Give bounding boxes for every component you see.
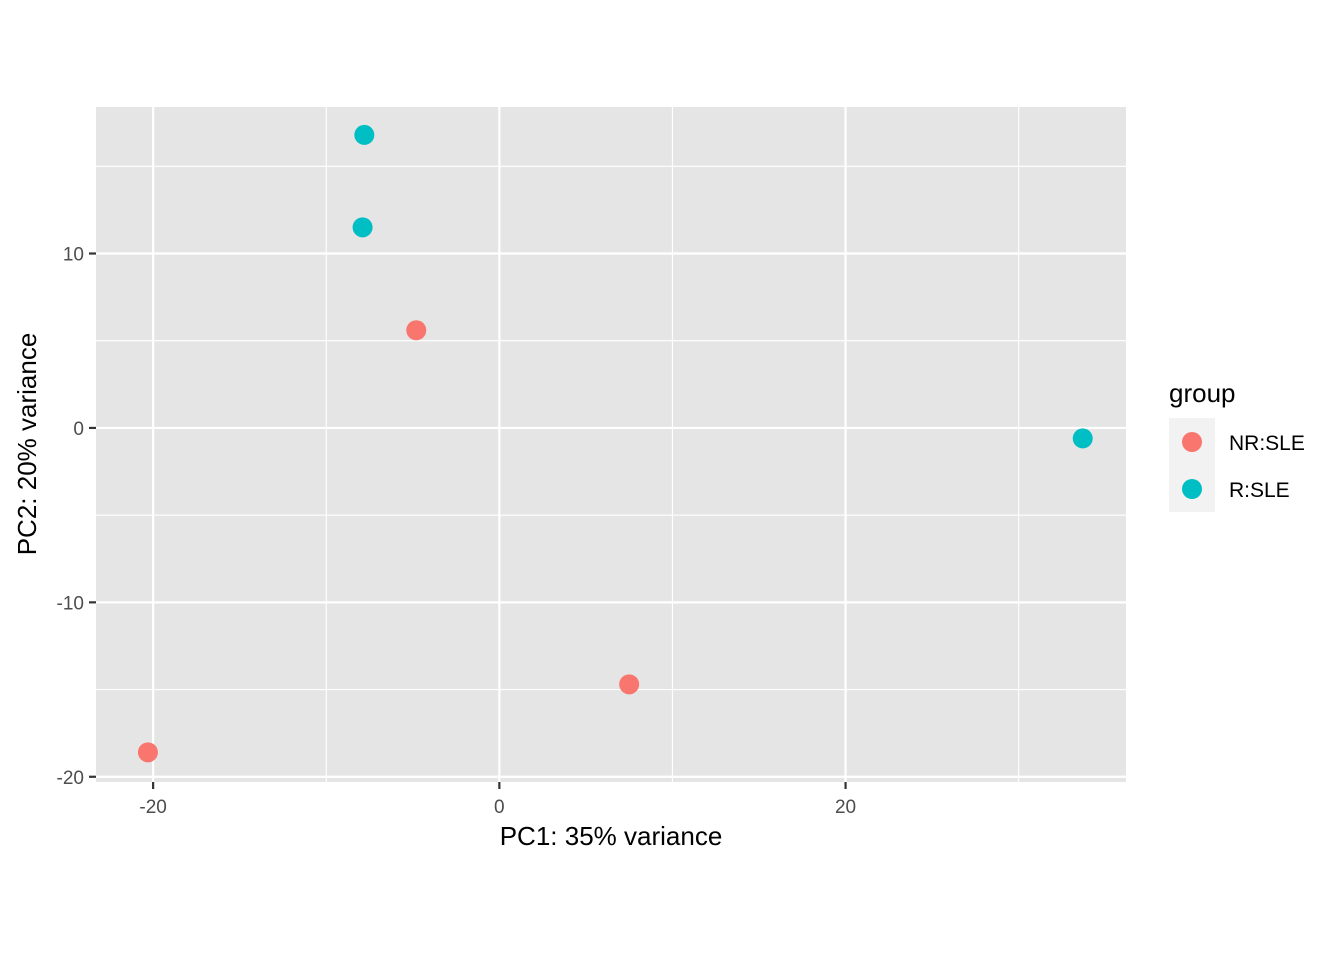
legend-title: group [1169, 378, 1236, 408]
legend-label-r-sle: R:SLE [1229, 479, 1290, 502]
x-tick-label: 0 [494, 797, 505, 818]
axis-tick-labels: -20 0 20 -20 -10 0 10 [57, 245, 857, 818]
data-point-r-sle [352, 217, 373, 238]
data-point-nr-sle [137, 742, 158, 763]
y-tick-label: -10 [57, 593, 84, 614]
y-tick-label: 0 [73, 419, 84, 440]
plot-panel [96, 107, 1126, 782]
data-points [137, 124, 1093, 763]
y-tick-label: 10 [63, 245, 84, 266]
legend: group NR:SLE R:SLE [1169, 378, 1305, 512]
data-point-nr-sle [619, 674, 640, 695]
major-grid-lines [96, 107, 1126, 782]
x-axis-title: PC1: 35% variance [500, 821, 723, 851]
x-tick-label: 20 [835, 797, 856, 818]
data-point-nr-sle [406, 320, 427, 341]
y-tick-label: -20 [57, 768, 84, 789]
legend-key-nr-sle [1182, 432, 1202, 452]
data-point-r-sle [1072, 428, 1093, 449]
legend-label-nr-sle: NR:SLE [1229, 432, 1305, 455]
minor-grid-lines [96, 107, 1126, 782]
x-tick-label: -20 [139, 797, 166, 818]
axis-ticks [89, 252, 847, 789]
y-axis-title: PC2: 20% variance [12, 333, 42, 556]
legend-key-r-sle [1182, 479, 1202, 499]
data-point-r-sle [354, 124, 375, 145]
